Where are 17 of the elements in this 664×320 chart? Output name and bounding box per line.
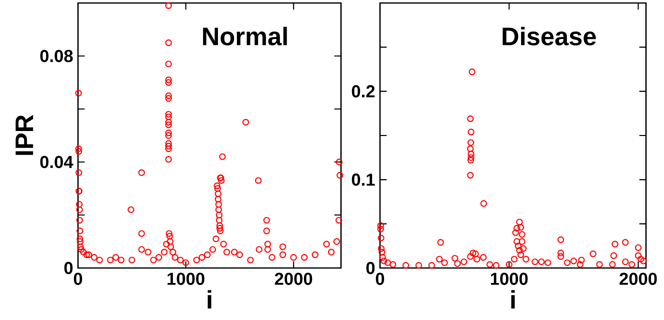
y-tick-label: 0 (366, 262, 375, 274)
y-tick-label: 0 (64, 262, 73, 274)
y-tick-label: 0.08 (40, 50, 73, 62)
text: Disease (502, 26, 596, 46)
x-tick-label: 1000 (168, 272, 204, 285)
x-axis-title: i (208, 290, 212, 308)
x-tick-label: 2000 (274, 272, 312, 285)
y-tick-label: 0.1 (352, 174, 375, 186)
x-tick-label: 1000 (490, 272, 528, 285)
text: Normal (203, 26, 287, 46)
x-tick-label: 0 (74, 272, 82, 285)
x-axis-title: i (511, 290, 515, 308)
y-tick-label: 0.2 (352, 85, 375, 98)
y-axis-title: IPR (16, 114, 34, 155)
y-tick-label: 0.04 (40, 156, 74, 168)
x-tick-label: 2000 (620, 272, 657, 285)
x-tick-label: 0 (376, 272, 384, 285)
